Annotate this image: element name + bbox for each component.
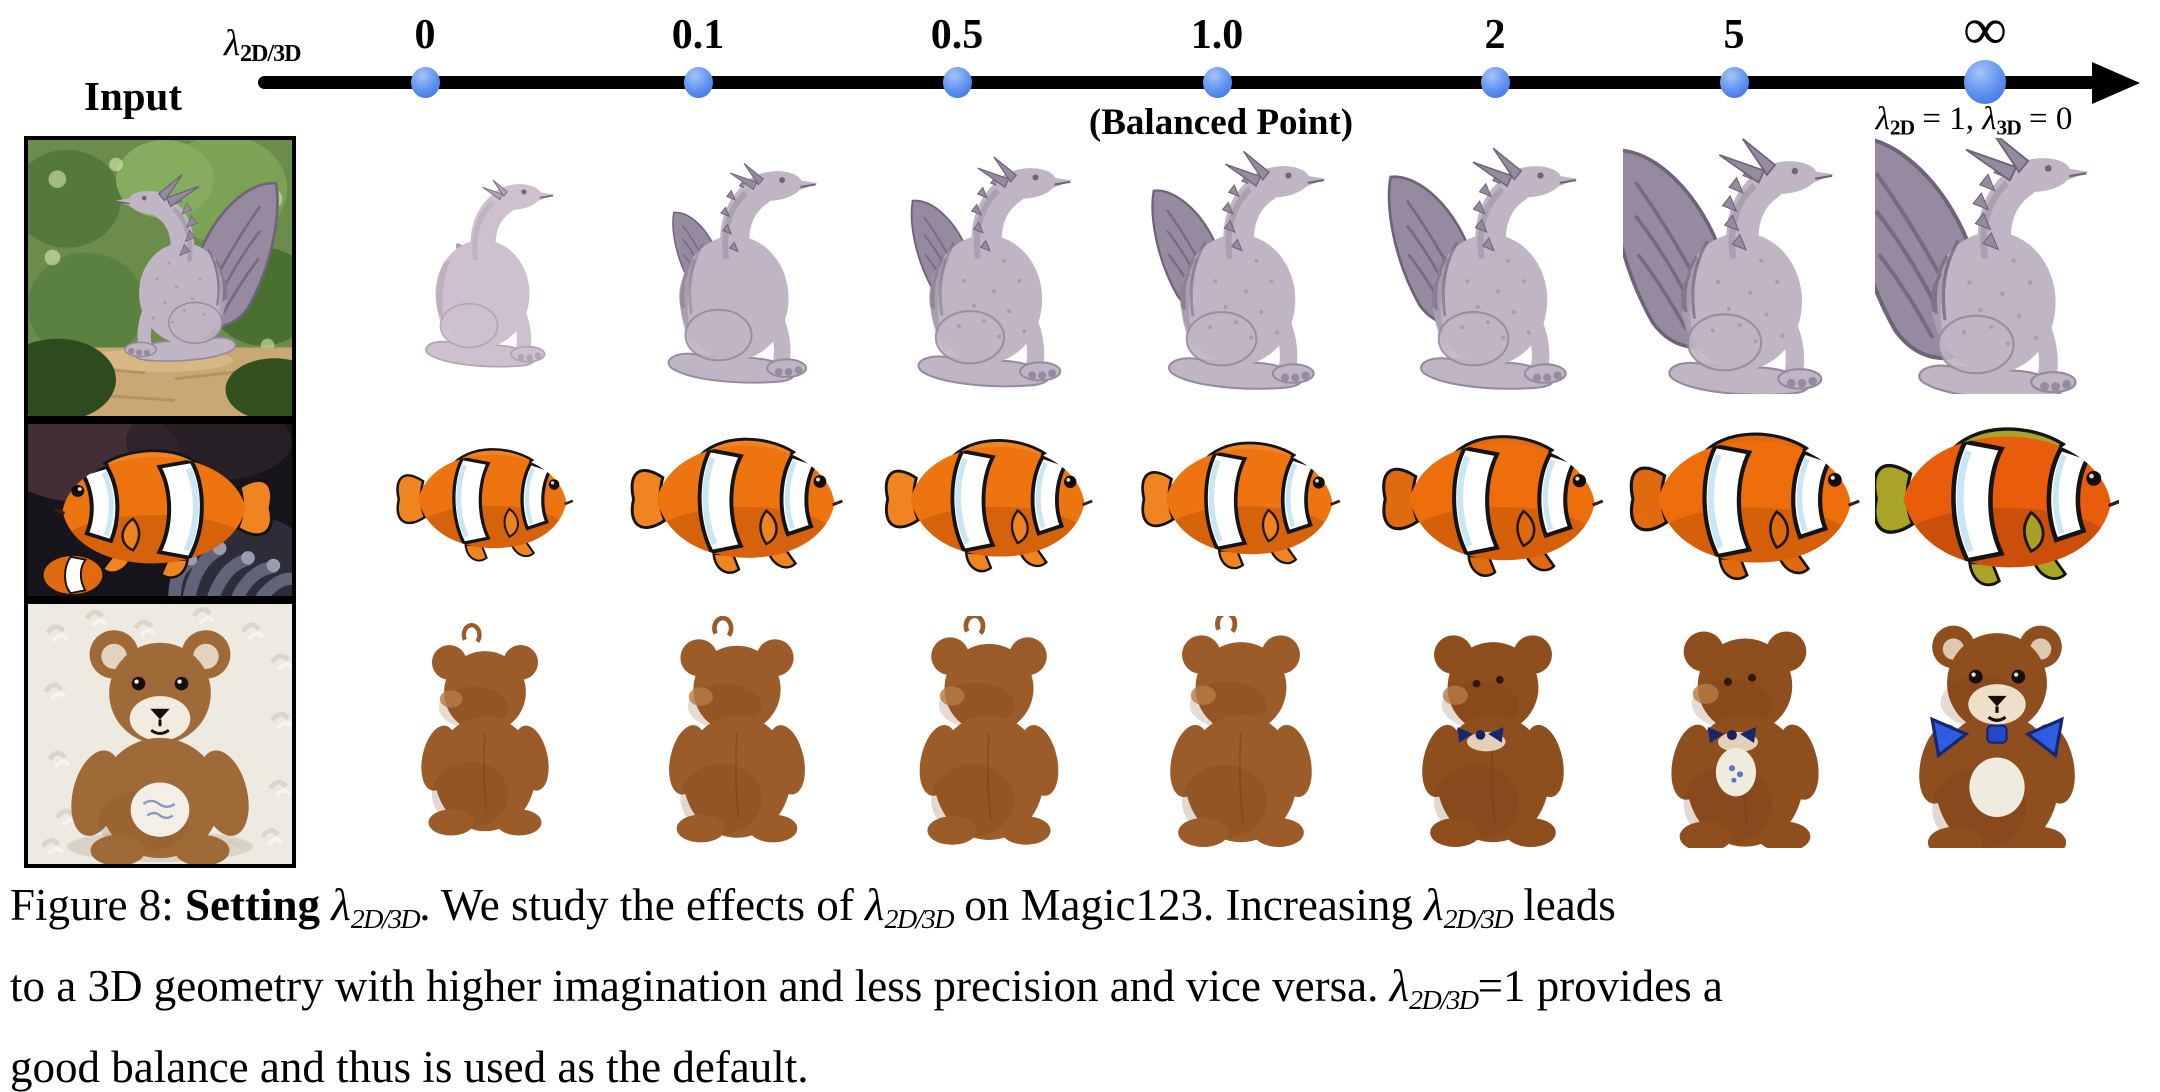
axis-tick-label-1.0: 1.0 [1190,12,1244,58]
render-dragon-lambda-1.0 [1119,138,1363,394]
lambda-subscript: 3D [1996,115,2022,140]
axis-dot-2 [1480,66,1510,98]
dragon-render-svg [910,156,1073,388]
axis-tick-label-0.5: 0.5 [930,12,984,58]
input-image-fish [24,420,296,600]
fish-render-svg [1382,435,1604,577]
axis-tick-label-2: 2 [1484,12,1506,58]
axis-line [258,76,2100,89]
render-bear-lambda-2 [1381,616,1605,848]
lambda-symbol: λ [1982,101,1997,137]
bear-render-svg [669,616,805,843]
dragon-render-svg [1875,138,2089,394]
dragon-render-svg [1151,150,1326,390]
lambda-2d3d-math: λ2D/3D [331,880,420,935]
render-bear-lambda-5 [1633,616,1857,848]
render-bear-lambda-0.5 [877,616,1101,848]
dragon-render-svg [425,179,555,368]
render-dragon-lambda-∞ [1875,138,2119,394]
lambda-axis-label: λ2D/3D [224,22,302,68]
caption-text: leads [1512,880,1616,930]
fish-render-svg [630,437,843,574]
lambda-2d3d-math: λ2D/3D [865,880,954,935]
axis-dot-0.1 [683,66,713,98]
caption-text: =1 provides a [1477,960,1723,1011]
render-bear-lambda-0 [373,616,597,848]
render-fish-lambda-0.5 [867,412,1111,588]
fish-render-svg [1875,427,2119,587]
render-fish-lambda-0.1 [615,412,859,588]
axis-dot-1.0 [1202,66,1232,98]
axis-dot-0 [410,66,440,98]
caption-text: on Magic123. Increasing [952,880,1425,930]
axis-dot-0.5 [942,66,972,98]
render-dragon-lambda-5 [1623,138,1867,394]
render-bear-lambda-1.0 [1129,616,1353,848]
equals-zero: = 0 [2020,101,2073,137]
fish-render-svg [1141,441,1341,570]
input-image-dragon [24,136,296,420]
dragon-render-svg [1387,147,1578,390]
axis-tick-label-0.1: 0.1 [671,12,725,58]
bear-render-svg [1919,625,2075,848]
equals-one: = 1, [1914,101,1983,137]
lambda-symbol: λ [224,23,241,64]
render-dragon-lambda-0 [363,138,607,394]
caption-text: . We study the effects of [419,880,866,930]
render-fish-lambda-5 [1623,412,1867,588]
bear-photo-svg [28,604,292,864]
render-fish-lambda-2 [1371,412,1615,588]
axis-dot-∞ [1964,60,2006,104]
axis-arrowhead-icon [2092,62,2140,104]
render-dragon-lambda-0.5 [867,138,1111,394]
render-fish-lambda-0 [363,412,607,588]
lambda-subscript: 2D/3D [240,41,301,67]
bear-render-svg [1671,631,1819,848]
render-fish-lambda-1.0 [1119,412,1363,588]
fish-render-svg [884,439,1093,573]
lambda-2d3d-math: λ2D/3D [1424,880,1513,935]
fish-photo-svg [28,424,292,596]
dragon-render-svg [667,162,818,384]
caption-bold-text: Setting [185,880,332,930]
caption-text: Figure 8: [10,880,185,930]
dragon-render-svg [1623,138,1835,394]
render-dragon-lambda-0.1 [615,138,859,394]
infinity-annotation: λ2D = 1, λ3D = 0 [1876,101,2073,140]
caption-text: good balance and thus is used as the def… [10,1041,809,1092]
lambda-2d3d-math: λ2D/3D [1389,960,1479,1016]
bear-render-svg [919,616,1059,845]
bear-render-svg [1170,616,1312,848]
axis-tick-label-5: 5 [1723,12,1745,58]
lambda-subscript: 2D [1889,115,1915,140]
axis-tick-label-0: 0 [414,12,436,58]
render-bear-lambda-∞ [1885,616,2109,848]
figure-caption: Figure 8: Setting λ2D/3D. We study the e… [10,872,2156,1092]
render-fish-lambda-∞ [1875,412,2119,588]
axis-tick-label-∞: ∞ [1963,0,2007,62]
bear-render-svg [421,623,549,836]
dragon-photo-svg [28,140,292,416]
caption-text: to a 3D geometry with higher imagination… [10,960,1390,1011]
render-dragon-lambda-2 [1371,138,1615,394]
fish-render-svg [1629,432,1860,580]
axis-dot-5 [1719,66,1749,98]
input-image-bear [24,600,296,868]
render-bear-lambda-0.1 [625,616,849,848]
bear-render-svg [1422,635,1564,848]
lambda-symbol: λ [1875,101,1890,137]
input-label: Input [84,73,183,119]
fish-render-svg [396,448,574,562]
balanced-point-label: (Balanced Point) [1088,102,1354,143]
